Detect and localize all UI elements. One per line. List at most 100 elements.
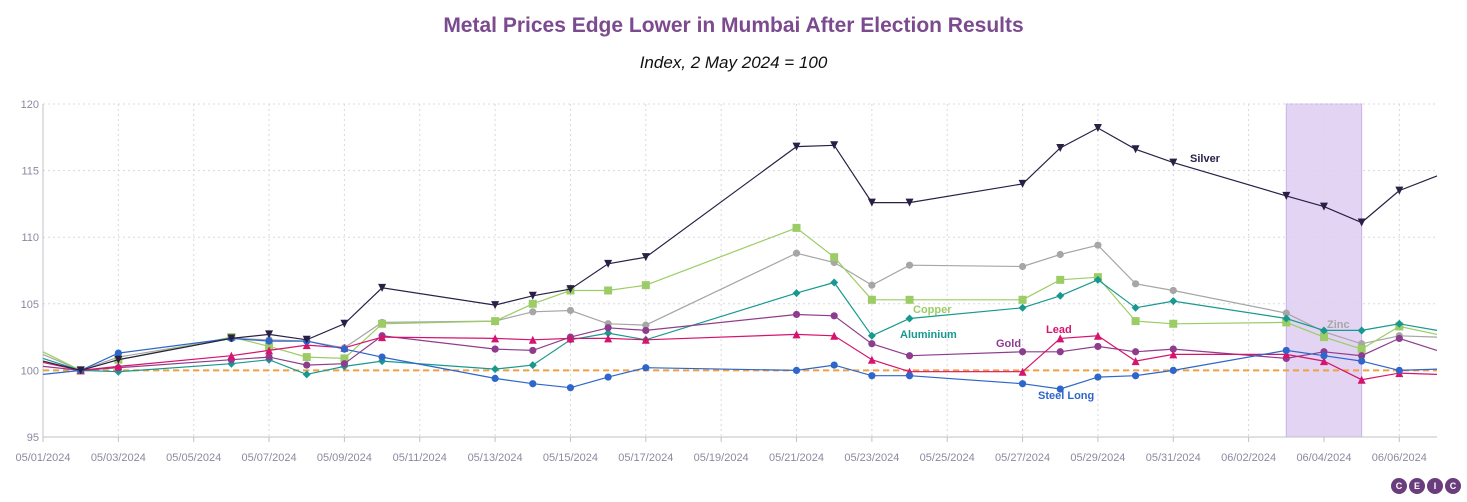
x-tick-label: 05/01/2024 xyxy=(15,452,70,464)
data-point xyxy=(1018,348,1027,356)
data-point xyxy=(303,361,311,369)
data-point xyxy=(604,286,613,295)
data-point xyxy=(528,291,537,300)
data-point xyxy=(76,366,85,375)
data-point xyxy=(265,353,273,361)
data-point xyxy=(1357,375,1366,384)
data-point xyxy=(867,355,876,364)
data-point xyxy=(528,335,537,344)
data-point xyxy=(227,351,236,360)
data-point xyxy=(1358,352,1366,360)
data-point xyxy=(792,366,801,374)
y-tick-label: 105 xyxy=(21,299,39,311)
x-tick-label: 05/17/2024 xyxy=(618,452,673,464)
data-point xyxy=(1282,350,1291,359)
data-point xyxy=(1093,331,1102,340)
x-tick-label: 05/05/2024 xyxy=(166,452,221,464)
data-point xyxy=(1395,319,1404,328)
series-label: Copper xyxy=(913,304,952,316)
data-point xyxy=(491,317,500,326)
series-label: Steel Long xyxy=(1038,390,1094,402)
y-tick-label: 100 xyxy=(21,365,39,377)
series-line xyxy=(42,227,1438,372)
data-point xyxy=(1056,348,1064,356)
data-point xyxy=(528,299,537,308)
data-point xyxy=(378,319,387,328)
data-point xyxy=(1018,303,1027,312)
data-point xyxy=(604,324,612,332)
data-point xyxy=(566,334,575,343)
data-point xyxy=(641,335,650,344)
data-point xyxy=(830,253,839,262)
data-point xyxy=(1319,202,1328,211)
data-point xyxy=(1169,345,1177,353)
x-tick-label: 05/15/2024 xyxy=(543,452,598,464)
data-point xyxy=(1282,314,1291,323)
data-point xyxy=(491,345,499,353)
y-tick-label: 95 xyxy=(27,432,39,444)
data-point xyxy=(604,334,613,343)
x-tick-label: 06/04/2024 xyxy=(1296,452,1351,464)
x-tick-label: 06/02/2024 xyxy=(1221,452,1276,464)
data-point xyxy=(566,285,575,294)
data-point xyxy=(302,335,311,344)
series-line xyxy=(42,337,1438,390)
data-point xyxy=(378,353,386,361)
data-point xyxy=(1282,191,1291,200)
data-point xyxy=(1131,348,1140,356)
data-point xyxy=(905,372,914,380)
data-point xyxy=(1018,295,1027,304)
data-point xyxy=(340,319,349,328)
data-point xyxy=(1056,291,1065,300)
data-point xyxy=(114,355,123,364)
data-point xyxy=(529,380,537,388)
ceic-logo: C E I C xyxy=(1391,478,1461,494)
data-point xyxy=(792,330,801,339)
data-point xyxy=(265,337,273,345)
data-point xyxy=(566,306,575,315)
x-tick-label: 05/29/2024 xyxy=(1070,452,1125,464)
logo-letter: I xyxy=(1427,478,1443,494)
data-point xyxy=(265,346,274,355)
x-tick-label: 05/21/2024 xyxy=(769,452,824,464)
data-point xyxy=(905,198,914,207)
data-point xyxy=(641,253,650,262)
data-point xyxy=(1018,367,1027,376)
x-tick-label: 05/07/2024 xyxy=(242,452,297,464)
data-point xyxy=(1169,350,1178,359)
data-point xyxy=(792,223,801,232)
data-point xyxy=(1357,326,1366,335)
data-point xyxy=(227,334,236,343)
data-point xyxy=(265,330,274,339)
data-point xyxy=(1018,179,1027,188)
data-point xyxy=(1094,342,1102,351)
data-point xyxy=(529,346,537,355)
chart-subtitle: Index, 2 May 2024 = 100 xyxy=(639,53,828,72)
x-tick-label: 05/27/2024 xyxy=(995,452,1050,464)
data-point xyxy=(1094,241,1102,249)
data-point xyxy=(830,312,838,320)
data-point xyxy=(302,353,311,362)
data-point xyxy=(868,340,876,348)
x-tick-label: 05/13/2024 xyxy=(468,452,523,464)
data-point xyxy=(1319,333,1328,342)
data-point xyxy=(642,326,650,335)
series-line xyxy=(42,333,1438,381)
data-point xyxy=(1131,303,1140,312)
data-point xyxy=(1169,286,1177,295)
data-point xyxy=(868,281,876,289)
data-point xyxy=(1131,145,1140,154)
series-label: Zinc xyxy=(1327,319,1350,331)
logo-letter: C xyxy=(1391,478,1407,494)
data-point xyxy=(830,278,839,287)
data-point xyxy=(1093,275,1102,284)
data-point xyxy=(1131,372,1140,380)
data-point xyxy=(340,354,349,363)
data-point xyxy=(1319,326,1328,335)
data-point xyxy=(1395,186,1404,195)
data-point xyxy=(114,362,123,371)
y-tick-label: 110 xyxy=(21,232,39,244)
data-point xyxy=(1169,158,1178,167)
data-point xyxy=(1282,346,1290,355)
